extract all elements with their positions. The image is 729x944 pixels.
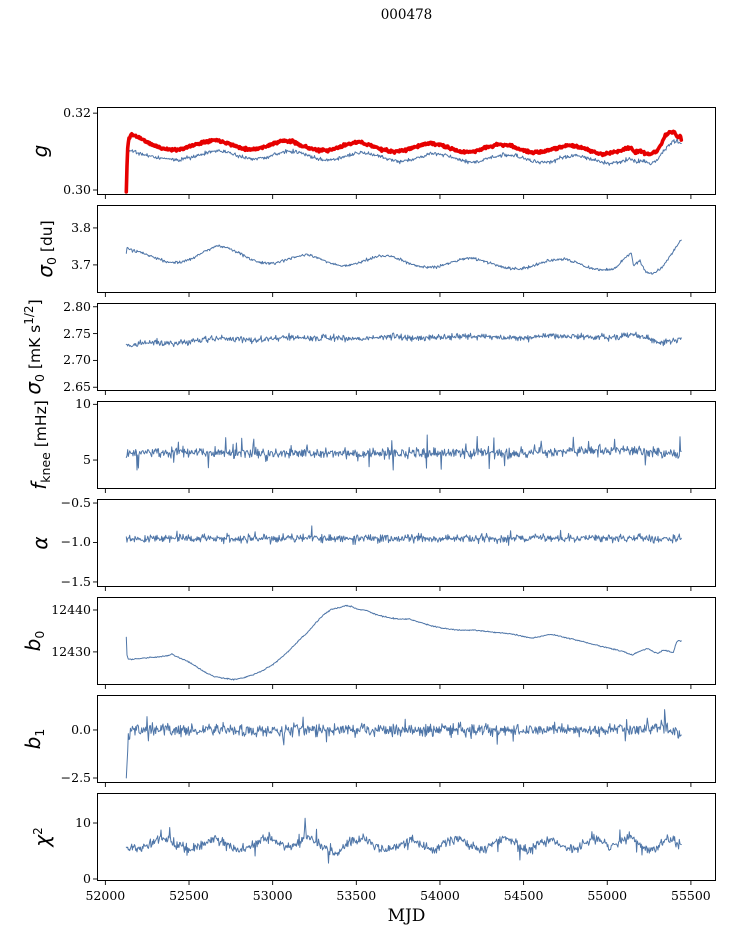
panel-b0-plot [125, 604, 682, 681]
y-axis-label-part: b [21, 736, 45, 750]
x-tick-label: 55500 [671, 888, 711, 903]
y-axis-label-chi2: χ2 [30, 827, 54, 846]
y-tick-label: 3.8 [71, 219, 91, 235]
panel-fknee-plot [125, 434, 682, 471]
y-axis-label-part: ] [26, 299, 44, 306]
y-tick-label: −1.5 [60, 573, 91, 589]
x-tick-label: 55000 [587, 888, 628, 903]
y-axis-label-part: knee [38, 452, 53, 483]
series-alpha [125, 525, 682, 546]
x-tick-label: 52500 [169, 888, 209, 903]
y-axis-label-part: b [21, 638, 45, 652]
y-axis-label-part: 0 [44, 257, 59, 265]
panel-sigma0-mks-plot [125, 331, 682, 348]
panel-sigma0-du [97, 205, 716, 293]
series-b1 [125, 709, 682, 779]
y-axis-label-fknee: fknee [mHz] [27, 400, 53, 490]
x-tick-label: 54000 [420, 888, 460, 903]
x-tick-label: 54500 [503, 888, 544, 903]
y-axis-label-b0: b0 [21, 631, 47, 652]
y-axis-label-part: σ [33, 264, 57, 278]
y-tick-label: −0.5 [60, 495, 91, 511]
y-axis-label-sigma0-mks: σ0 [mK s1/2] [21, 299, 47, 394]
y-axis-label-part: g [28, 144, 52, 158]
panel-fknee [97, 401, 716, 489]
y-tick-label: 10 [75, 396, 91, 412]
y-tick-label: 0 [83, 870, 91, 886]
panel-g [97, 107, 716, 195]
y-tick-label: 12430 [51, 643, 91, 659]
y-tick-label: 2.65 [63, 379, 91, 395]
y-tick-label: 12440 [51, 601, 91, 617]
panel-chi2 [97, 793, 716, 881]
figure-title: 000478 [380, 7, 433, 23]
y-axis-label-sigma0-du: σ0 [du] [33, 220, 59, 277]
y-tick-label: 2.80 [63, 298, 91, 314]
x-tick-label: 52000 [85, 888, 126, 903]
y-axis-label-part: [mHz] [32, 400, 50, 453]
y-axis-label-part: 0 [32, 630, 47, 639]
panel-sigma0-mks [97, 303, 716, 391]
y-tick-label: −1.0 [60, 534, 91, 550]
panel-chi2-plot [125, 817, 682, 864]
x-axis-label: MJD [387, 906, 426, 926]
series-fknee [125, 434, 682, 471]
y-axis-label-part: χ [30, 834, 54, 847]
series-sigma0-mks [125, 331, 682, 348]
y-axis-label-part: α [28, 536, 52, 550]
y-tick-label: 3.7 [71, 256, 91, 272]
panel-b1 [97, 695, 716, 783]
y-axis-label-part: 1/2 [22, 305, 36, 325]
y-axis-label-part: f [27, 482, 51, 490]
y-axis-label-part: σ [21, 381, 45, 395]
x-tick-label: 53000 [252, 888, 293, 903]
panel-alpha-plot [125, 525, 682, 546]
y-tick-label: 2.70 [63, 352, 91, 368]
panel-alpha [97, 499, 716, 587]
x-tick-label: 53500 [336, 888, 377, 903]
y-tick-label: 5 [83, 452, 91, 468]
y-axis-label-part: [mK s [26, 324, 44, 374]
y-axis-label-part: 1 [32, 728, 47, 737]
y-tick-label: 0.30 [63, 182, 91, 197]
panel-b1-plot [125, 709, 682, 779]
y-tick-label: 2.75 [63, 325, 91, 341]
y-tick-label: 0.0 [71, 721, 91, 737]
series-chi2 [125, 817, 682, 864]
y-axis-label-alpha: α [28, 536, 52, 549]
series-b0 [125, 604, 682, 681]
y-tick-label: 10 [75, 815, 91, 830]
y-axis-label-part: 0 [32, 373, 47, 382]
panel-sigma0-du-plot [125, 239, 682, 275]
series-sigma0-du [125, 239, 682, 275]
series-gain-raw [125, 138, 682, 166]
y-axis-label-part: 2 [31, 827, 45, 835]
panel-b0 [97, 597, 716, 685]
y-tick-label: 0.32 [63, 105, 91, 121]
y-axis-label-part: [du] [38, 220, 56, 258]
y-axis-label-b1: b1 [21, 729, 47, 750]
y-axis-label-g: g [28, 145, 52, 158]
series-gain-smooth [124, 129, 684, 194]
y-tick-label: −2.5 [60, 770, 91, 785]
panel-g-plot [124, 129, 684, 194]
